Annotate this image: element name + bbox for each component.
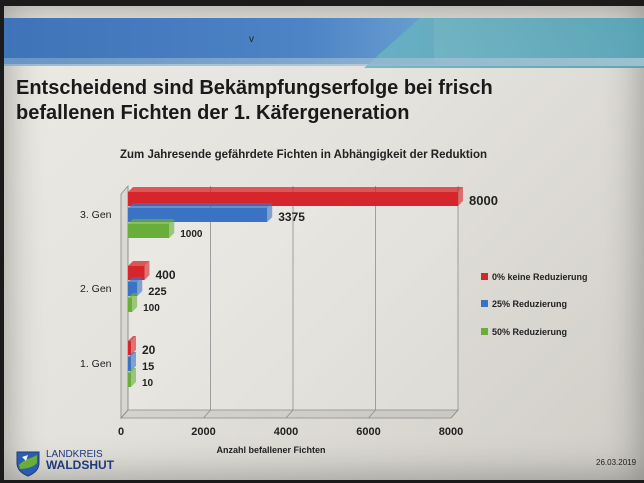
bar-top: [128, 277, 143, 282]
x-tick-label: 8000: [439, 426, 463, 438]
bar: [128, 192, 458, 206]
legend-label: 50% Reduzierung: [492, 327, 567, 337]
landkreis-logo: LANDKREIS WALDSHUT: [14, 449, 114, 479]
category-label: 3. Gen: [80, 209, 112, 221]
data-label: 3375: [278, 210, 305, 224]
bar-end: [131, 368, 136, 387]
x-tick-label: 6000: [356, 426, 380, 438]
legend-label: 25% Reduzierung: [492, 299, 567, 309]
data-label: 400: [156, 268, 176, 282]
bar-end: [458, 187, 463, 206]
slide-date: 26.03.2019: [596, 458, 637, 467]
bar: [128, 282, 138, 296]
x-tick-label: 0: [118, 426, 124, 438]
data-label: 8000: [469, 193, 498, 208]
gridline-floor: [203, 409, 211, 419]
slide-screen: [4, 6, 644, 480]
slide-title: Entscheidend sind Bekämpfungserfolge bei…: [16, 76, 576, 126]
data-label: 10: [142, 378, 154, 389]
plot-side-wall: [120, 184, 129, 420]
gridline-floor: [120, 409, 129, 419]
bar: [128, 208, 268, 222]
legend-swatch: [481, 273, 488, 280]
bar-top: [128, 293, 138, 298]
x-tick-label: 4000: [274, 426, 298, 438]
bar-end: [267, 203, 273, 222]
bar: [128, 224, 170, 238]
data-label: 225: [148, 286, 166, 298]
bar-top: [128, 352, 136, 357]
bar-end: [132, 293, 138, 312]
category-label: 2. Gen: [80, 283, 112, 295]
chart-title: Zum Jahresende gefährdete Fichten in Abh…: [120, 149, 487, 161]
bar-top: [128, 368, 136, 373]
bar-top: [128, 261, 150, 266]
x-axis-label: Anzahl befallener Fichten: [216, 445, 325, 455]
legend-swatch: [481, 328, 488, 335]
legend-label: 0% keine Reduzierung: [492, 272, 588, 282]
gridline-floor: [368, 409, 376, 419]
logo-line2: WALDSHUT: [46, 458, 114, 472]
cursor-mark: v: [249, 34, 254, 45]
category-label: 1. Gen: [80, 358, 112, 370]
logo-text: LANDKREIS WALDSHUT: [46, 449, 114, 471]
bar-end: [144, 261, 150, 280]
bar: [128, 266, 145, 280]
data-label: 15: [142, 361, 154, 373]
bar-end: [169, 219, 175, 238]
bar: [128, 373, 131, 387]
bar-top: [128, 203, 273, 208]
header-band-blue: [4, 18, 434, 64]
bar-top: [128, 187, 463, 192]
gridline-floor: [285, 409, 294, 419]
coat-of-arms-icon: [16, 451, 40, 477]
gridline-floor: [450, 409, 459, 419]
data-label: 100: [143, 303, 160, 314]
bar-end: [131, 352, 136, 371]
header-band: [4, 18, 644, 68]
bar: [128, 357, 131, 371]
data-label: 1000: [180, 229, 203, 240]
data-label: 20: [142, 343, 156, 357]
bar: [128, 298, 133, 312]
legend-swatch: [481, 300, 488, 307]
bar-end: [137, 277, 143, 296]
header-band-line: [4, 58, 644, 66]
x-tick-label: 2000: [191, 426, 215, 438]
bar-end: [131, 336, 136, 355]
slide-title-line1: Entscheidend sind Bekämpfungserfolge bei…: [16, 77, 493, 99]
bar-top: [128, 336, 136, 341]
bar-top: [128, 219, 175, 224]
logo-line1: LANDKREIS: [46, 449, 103, 460]
slide-title-line2: befallenen Fichten der 1. Käfergeneratio…: [16, 102, 410, 124]
bar: [128, 341, 131, 355]
